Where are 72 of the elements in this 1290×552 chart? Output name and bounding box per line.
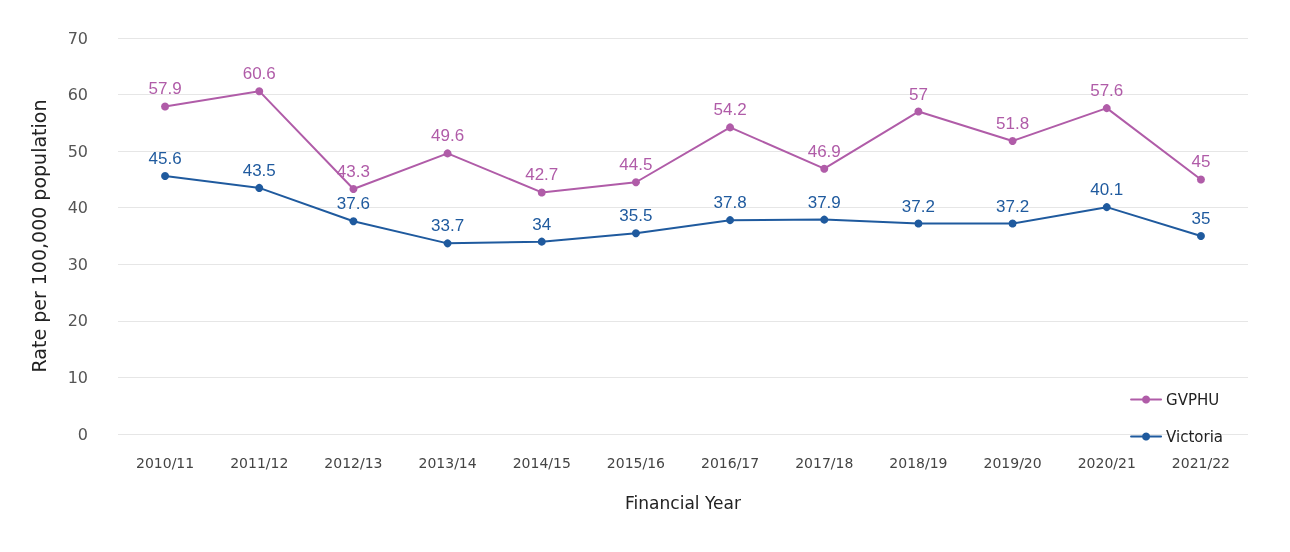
legend-label: Victoria (1166, 427, 1224, 446)
data-label: 37.6 (336, 194, 370, 214)
point (631, 229, 640, 238)
x-tick-label: 2017/18 (795, 455, 854, 471)
point (161, 102, 170, 111)
point (914, 219, 923, 228)
x-tick-label: 2016/17 (701, 455, 760, 471)
y-tick-label: 50 (67, 141, 88, 161)
data-label: 54.2 (713, 100, 747, 120)
data-label: 57 (908, 84, 928, 104)
y-tick-label: 0 (77, 424, 88, 444)
y-tick-label: 40 (67, 198, 88, 218)
point (1196, 175, 1205, 184)
data-label: 35.5 (619, 206, 653, 226)
point (726, 123, 735, 132)
data-label: 34 (532, 214, 552, 234)
data-label: 43.3 (336, 162, 370, 182)
data-label: 45.6 (148, 149, 182, 169)
point (1102, 104, 1111, 113)
y-tick-label: 60 (67, 85, 88, 105)
point (726, 216, 735, 225)
data-label: 33.7 (431, 216, 465, 236)
data-label: 42.7 (525, 165, 559, 185)
x-tick-label: 2010/11 (136, 455, 195, 471)
data-label: 60.6 (242, 64, 276, 84)
x-tick-label: 2021/22 (1171, 455, 1230, 471)
legend-label: GVPHU (1166, 390, 1220, 409)
point (1196, 232, 1205, 240)
x-tick-label: 2011/12 (230, 455, 289, 471)
data-label: 40.1 (1090, 180, 1124, 200)
point (1008, 136, 1017, 145)
y-tick-label: 70 (67, 28, 88, 48)
point (537, 188, 546, 197)
point (443, 149, 452, 158)
x-axis-title: Financial Year (625, 492, 741, 513)
x-tick-label: 2014/15 (512, 455, 571, 471)
x-tick-label: 2013/14 (418, 455, 477, 471)
data-label: 43.5 (242, 160, 276, 180)
data-label: 44.5 (619, 155, 653, 175)
point (914, 107, 923, 116)
point (1102, 203, 1111, 212)
data-label: 49.6 (431, 126, 465, 146)
x-tick-label: 2012/13 (324, 455, 383, 471)
data-label: 37.2 (901, 196, 935, 216)
point (537, 237, 546, 246)
point (255, 183, 264, 192)
y-tick-label: 10 (67, 367, 88, 387)
point (161, 172, 170, 181)
y-axis-title: Rate per 100,000 population (27, 99, 50, 373)
y-tick-label: 30 (67, 254, 88, 274)
data-label: 37.9 (807, 192, 841, 212)
data-label: 51.8 (996, 113, 1030, 133)
data-label: 35 (1191, 209, 1211, 228)
point (349, 185, 358, 194)
y-tick-label: 20 (67, 311, 88, 331)
point (443, 239, 452, 248)
data-label: 45 (1191, 152, 1211, 172)
x-tick-label: 2019/20 (983, 455, 1042, 471)
x-tick-label: 2015/16 (606, 455, 666, 471)
point (820, 215, 829, 224)
data-label: 46.9 (807, 141, 841, 161)
data-label: 57.6 (1090, 81, 1124, 101)
point (631, 178, 640, 187)
point (820, 164, 829, 173)
point (349, 217, 358, 226)
x-tick-label: 2018/19 (889, 455, 948, 471)
data-label: 37.8 (713, 193, 747, 213)
data-label: 37.2 (996, 196, 1030, 216)
x-tick-label: 2020/21 (1077, 455, 1136, 471)
point (1008, 219, 1017, 228)
point (255, 87, 264, 96)
data-label: 57.9 (148, 79, 182, 99)
